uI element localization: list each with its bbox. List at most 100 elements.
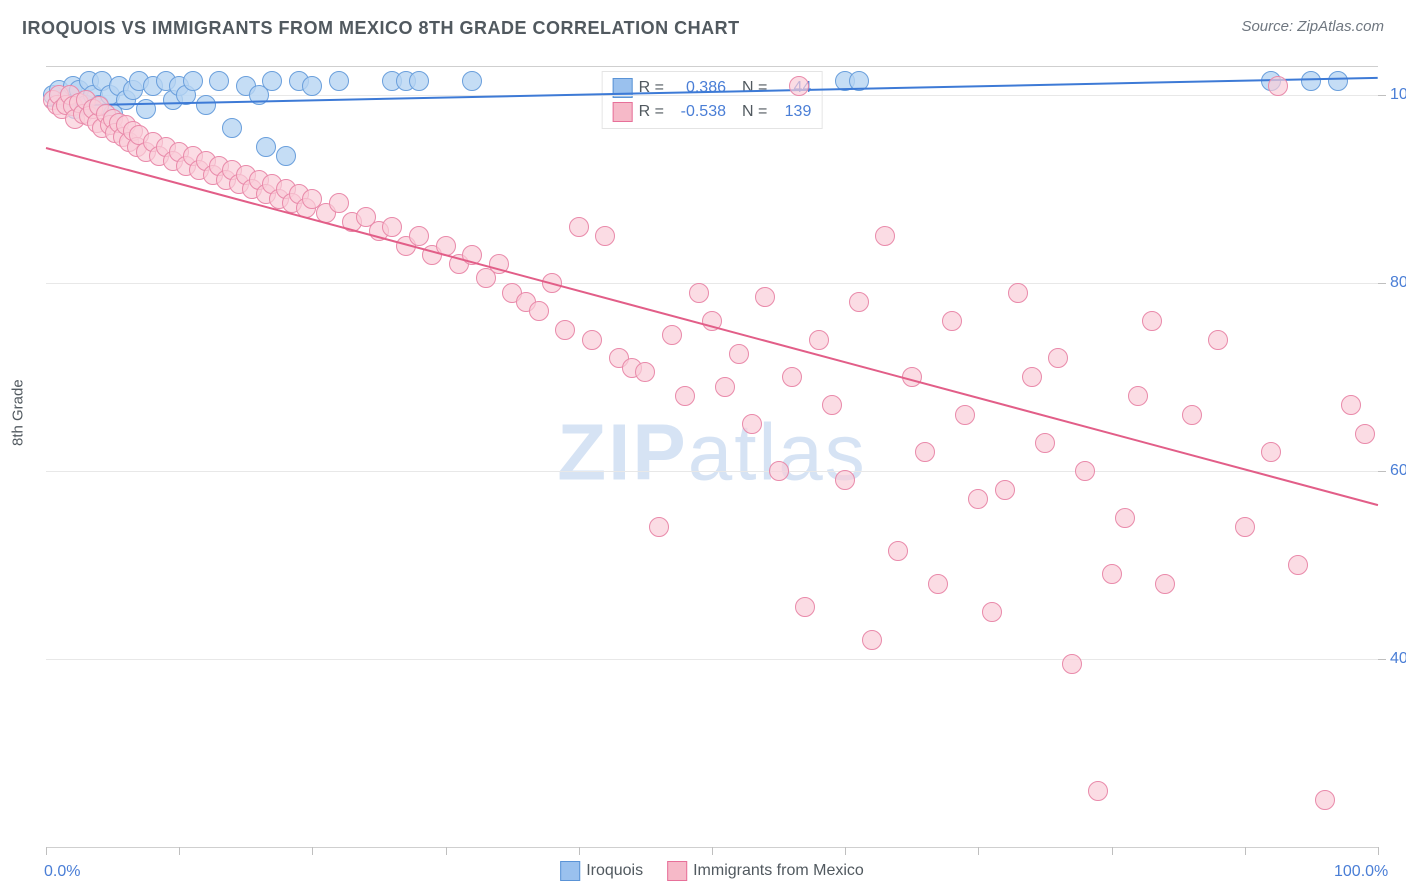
- scatter-point: [982, 602, 1002, 622]
- scatter-point: [1035, 433, 1055, 453]
- scatter-point: [649, 517, 669, 537]
- scatter-point: [1328, 71, 1348, 91]
- scatter-point: [1062, 654, 1082, 674]
- scatter-point: [1182, 405, 1202, 425]
- scatter-point: [595, 226, 615, 246]
- legend-n-label: N =: [742, 103, 767, 121]
- scatter-point: [835, 470, 855, 490]
- gridline: [46, 471, 1378, 472]
- scatter-point: [1008, 283, 1028, 303]
- legend-swatch: [613, 102, 633, 122]
- x-tick: [978, 847, 979, 855]
- scatter-point: [222, 118, 242, 138]
- legend-r-label: R =: [639, 103, 664, 121]
- source-attribution: Source: ZipAtlas.com: [1241, 18, 1384, 35]
- scatter-point: [888, 541, 908, 561]
- scatter-point: [1235, 517, 1255, 537]
- y-axis-title: 8th Grade: [10, 379, 27, 446]
- trend-line: [46, 147, 1379, 506]
- scatter-point: [635, 362, 655, 382]
- legend-row: R =0.386N =44: [613, 76, 812, 100]
- scatter-point: [1128, 386, 1148, 406]
- y-tick-label: 40.0%: [1390, 650, 1406, 668]
- chart-plot-area: ZIPatlas R =0.386N =44R =-0.538N =139 Ir…: [46, 66, 1378, 848]
- scatter-point: [1155, 574, 1175, 594]
- y-tick-label: 60.0%: [1390, 462, 1406, 480]
- scatter-point: [862, 630, 882, 650]
- x-tick: [446, 847, 447, 855]
- scatter-point: [409, 226, 429, 246]
- scatter-point: [1341, 395, 1361, 415]
- x-tick: [845, 847, 846, 855]
- scatter-point: [689, 283, 709, 303]
- legend-r-value: -0.538: [670, 103, 726, 121]
- watermark: ZIPatlas: [557, 406, 866, 498]
- scatter-point: [276, 146, 296, 166]
- scatter-point: [209, 71, 229, 91]
- scatter-point: [1288, 555, 1308, 575]
- scatter-point: [968, 489, 988, 509]
- legend-label: Iroquois: [586, 862, 643, 879]
- y-tick-label: 100.0%: [1390, 86, 1406, 104]
- scatter-point: [675, 386, 695, 406]
- legend-item: Immigrants from Mexico: [667, 861, 864, 881]
- x-tick: [579, 847, 580, 855]
- scatter-point: [329, 71, 349, 91]
- scatter-point: [183, 71, 203, 91]
- scatter-point: [555, 320, 575, 340]
- x-tick: [712, 847, 713, 855]
- scatter-point: [262, 71, 282, 91]
- x-tick: [312, 847, 313, 855]
- x-tick: [1112, 847, 1113, 855]
- scatter-point: [1022, 367, 1042, 387]
- x-tick-label: 0.0%: [44, 863, 80, 881]
- scatter-point: [1075, 461, 1095, 481]
- legend-row: R = -0.538 N = 139: [613, 100, 812, 124]
- y-tick: [1378, 471, 1386, 472]
- scatter-point: [662, 325, 682, 345]
- legend-swatch: [560, 861, 580, 881]
- scatter-point: [1315, 790, 1335, 810]
- x-tick-label: 100.0%: [1334, 863, 1388, 881]
- scatter-point: [742, 414, 762, 434]
- scatter-point: [569, 217, 589, 237]
- y-tick: [1378, 659, 1386, 660]
- y-tick: [1378, 95, 1386, 96]
- gridline: [46, 659, 1378, 660]
- series-legend: Iroquois Immigrants from Mexico: [560, 861, 864, 881]
- scatter-point: [915, 442, 935, 462]
- legend-label: Immigrants from Mexico: [693, 862, 864, 879]
- scatter-point: [1102, 564, 1122, 584]
- scatter-point: [1115, 508, 1135, 528]
- scatter-point: [1301, 71, 1321, 91]
- scatter-point: [995, 480, 1015, 500]
- scatter-point: [849, 292, 869, 312]
- legend-swatch: [667, 861, 687, 881]
- scatter-point: [809, 330, 829, 350]
- scatter-point: [715, 377, 735, 397]
- chart-title: IROQUOIS VS IMMIGRANTS FROM MEXICO 8TH G…: [22, 18, 740, 38]
- scatter-point: [1208, 330, 1228, 350]
- scatter-point: [789, 76, 809, 96]
- legend-n-value: 139: [773, 103, 811, 121]
- scatter-point: [942, 311, 962, 331]
- scatter-point: [329, 193, 349, 213]
- scatter-point: [1048, 348, 1068, 368]
- scatter-point: [582, 330, 602, 350]
- y-tick: [1378, 283, 1386, 284]
- scatter-point: [755, 287, 775, 307]
- scatter-point: [1268, 76, 1288, 96]
- scatter-point: [769, 461, 789, 481]
- y-tick-label: 80.0%: [1390, 274, 1406, 292]
- scatter-point: [302, 76, 322, 96]
- scatter-point: [928, 574, 948, 594]
- scatter-point: [955, 405, 975, 425]
- scatter-point: [1088, 781, 1108, 801]
- scatter-point: [382, 217, 402, 237]
- scatter-point: [256, 137, 276, 157]
- scatter-point: [795, 597, 815, 617]
- x-tick: [179, 847, 180, 855]
- scatter-point: [1261, 442, 1281, 462]
- x-tick: [1378, 847, 1379, 855]
- scatter-point: [875, 226, 895, 246]
